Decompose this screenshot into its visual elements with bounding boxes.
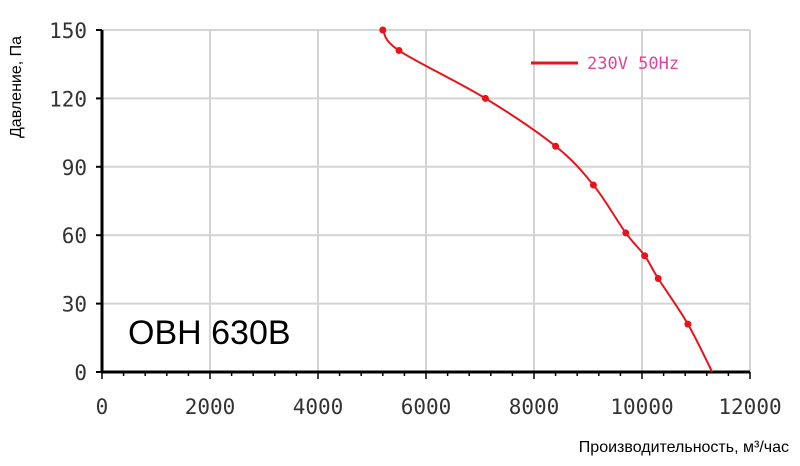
x-tick-label: 12000 [718, 395, 781, 419]
y-tick-label: 150 [49, 19, 87, 43]
data-point [589, 181, 597, 189]
x-tick-label: 10000 [610, 395, 673, 419]
y-tick-labels: 0 30 60 90 120 150 [49, 19, 87, 385]
legend: 230V 50Hz [531, 54, 679, 74]
x-axis-label: Производительность, м³/час [579, 439, 789, 456]
series-layer [379, 26, 714, 373]
data-point [654, 275, 662, 283]
data-point [684, 320, 692, 328]
data-point [395, 47, 403, 55]
data-point [379, 26, 387, 34]
data-point [481, 94, 489, 102]
y-tick-label: 60 [62, 224, 87, 248]
y-tick-label: 90 [62, 156, 87, 180]
x-tick-label: 8000 [509, 395, 560, 419]
legend-label: 230V 50Hz [587, 54, 679, 74]
axes [96, 29, 751, 379]
y-tick-label: 120 [49, 87, 87, 111]
data-point [552, 142, 560, 150]
x-tick-labels: 0 2000 4000 6000 8000 10000 12000 [96, 395, 782, 419]
y-axis-label: Давление, Па [8, 36, 25, 138]
grid [102, 29, 751, 372]
series-line [381, 29, 714, 373]
x-tick-label: 0 [96, 395, 109, 419]
data-point [641, 252, 649, 260]
x-tick-label: 6000 [401, 395, 452, 419]
model-annotation: OBH 630B [128, 314, 291, 352]
x-tick-label: 2000 [185, 395, 236, 419]
x-tick-label: 4000 [293, 395, 344, 419]
y-tick-label: 30 [62, 293, 87, 317]
data-point [622, 229, 630, 237]
y-tick-label: 0 [74, 361, 87, 385]
